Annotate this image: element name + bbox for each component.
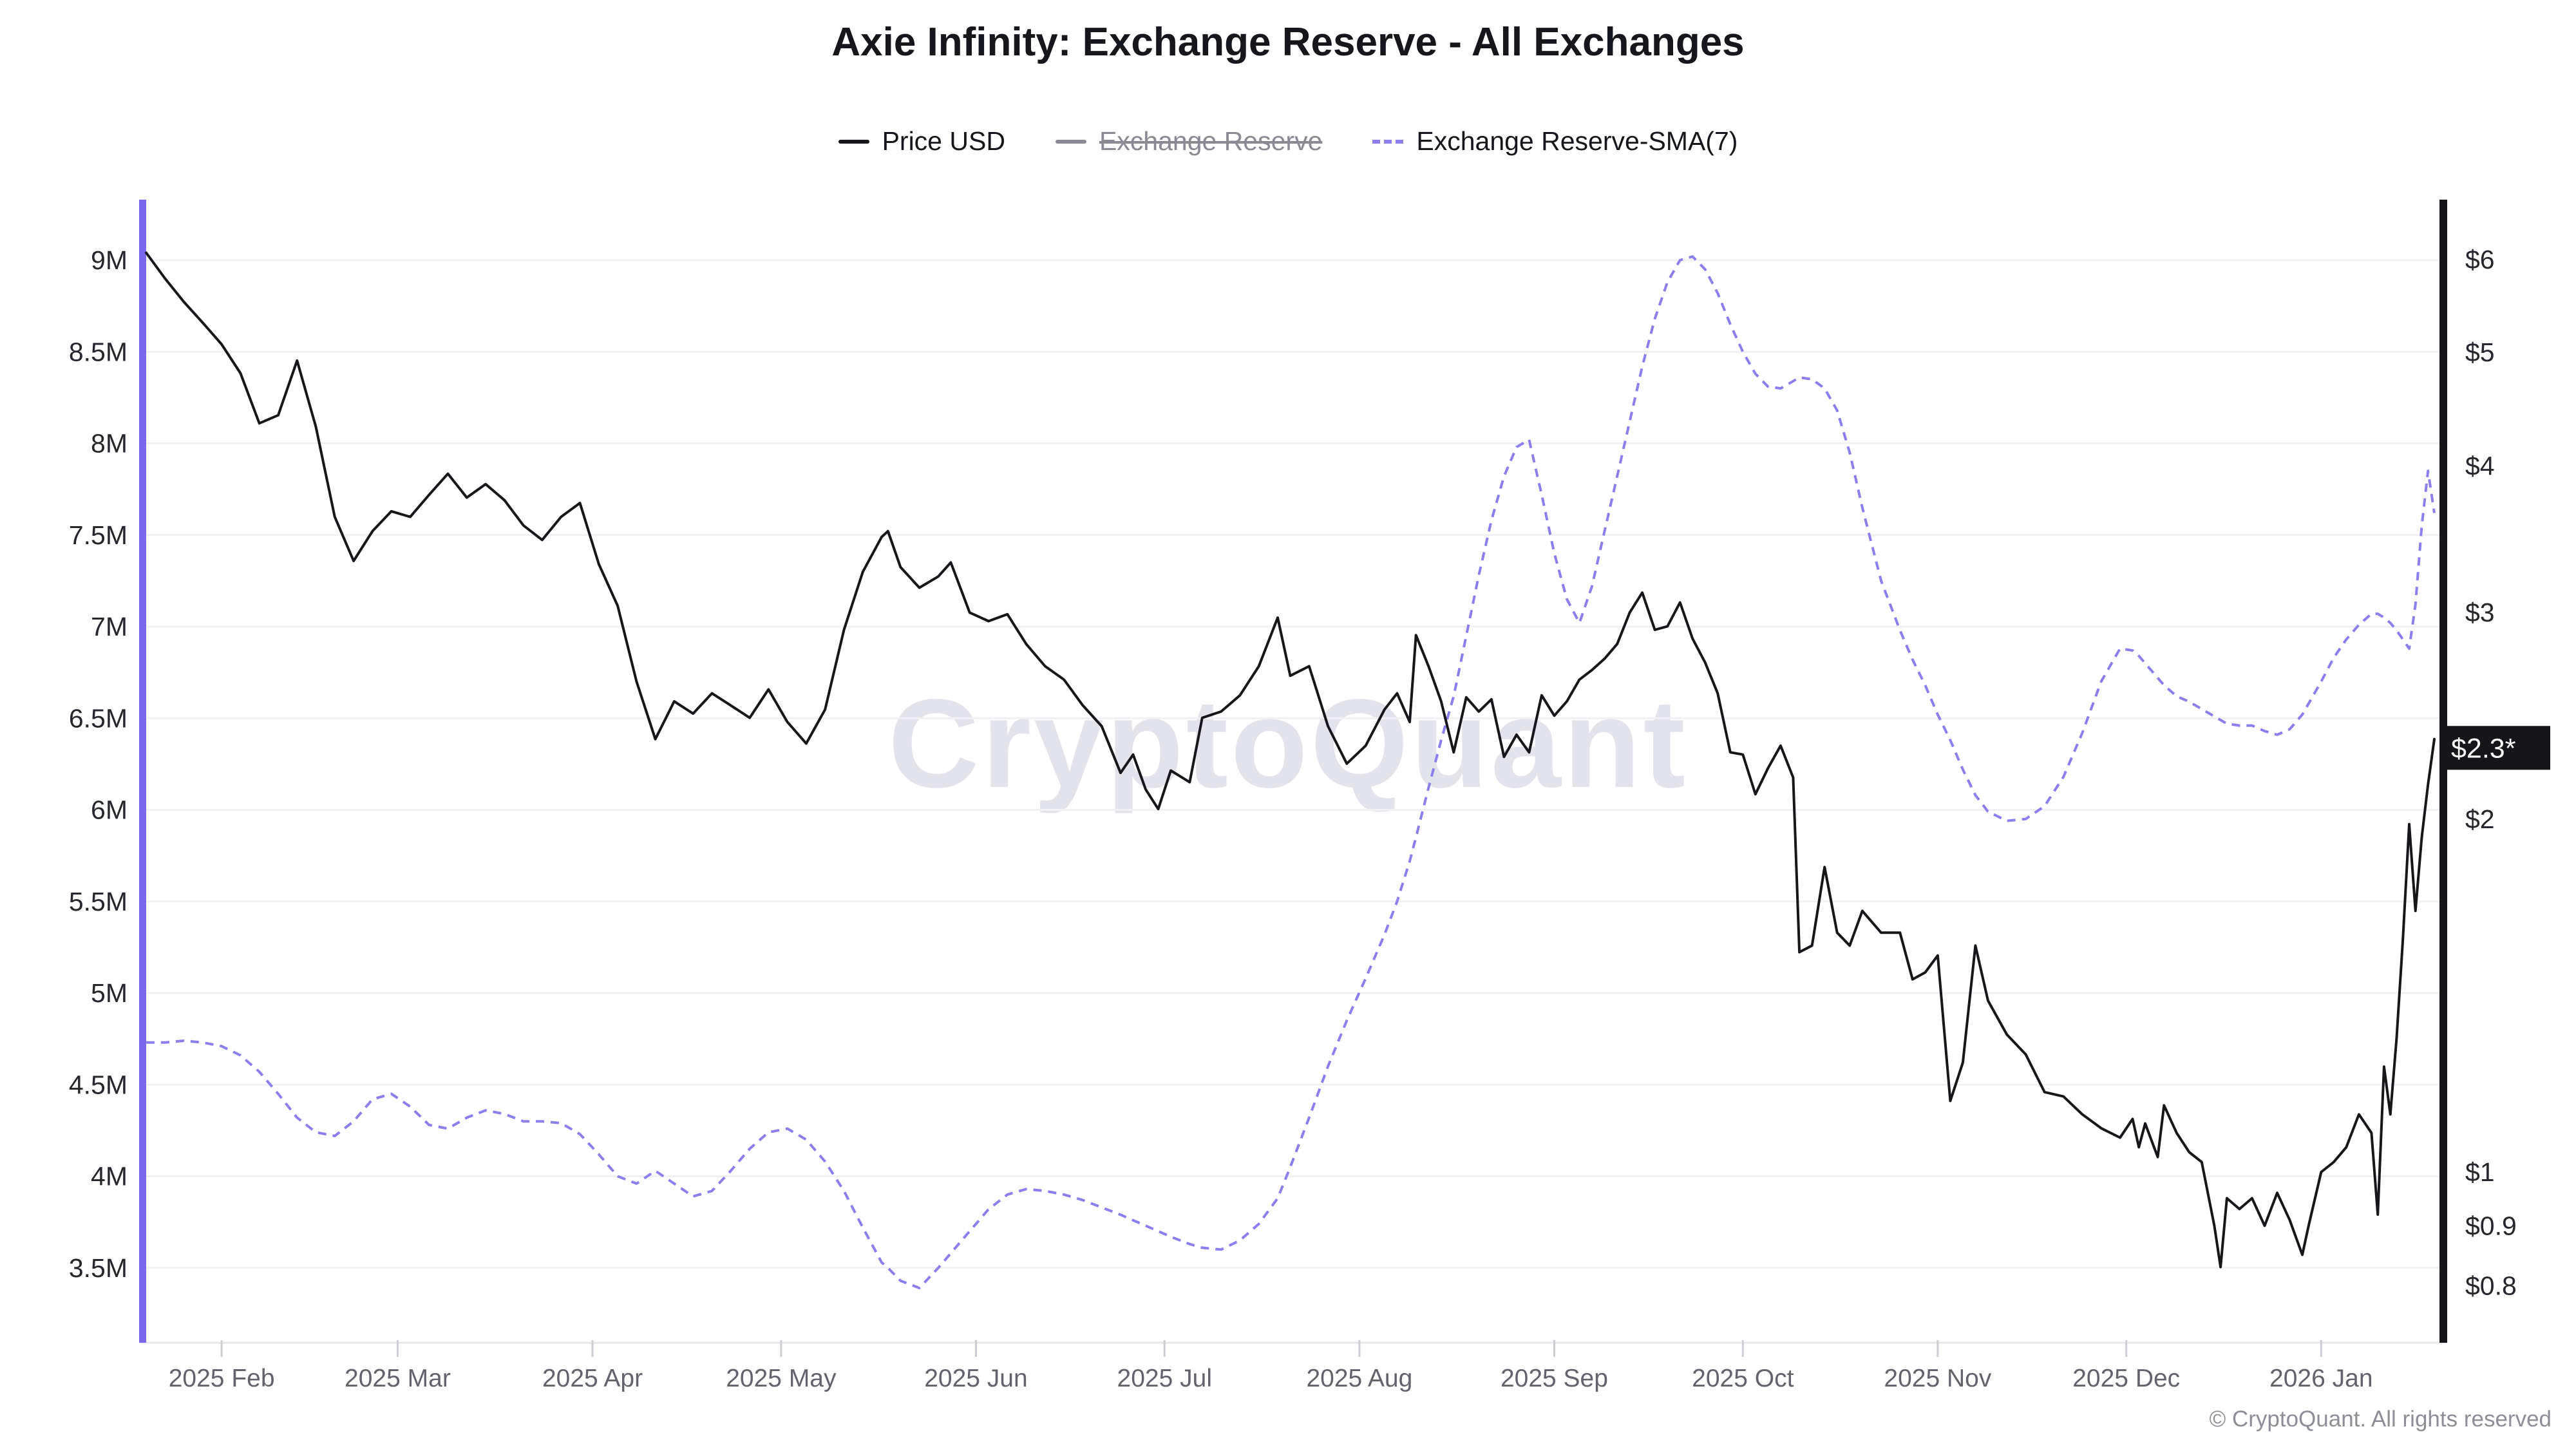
right-axis-tick-label: $0.8 xyxy=(2465,1271,2517,1300)
left-axis-tick-label: 4M xyxy=(91,1162,128,1191)
exchange-reserve-legend-marker xyxy=(1055,139,1086,144)
right-axis-tick-label: $1 xyxy=(2465,1157,2495,1187)
legend-item-exchange-reserve-sma[interactable]: Exchange Reserve-SMA(7) xyxy=(1372,126,1738,156)
right-axis-tick-label: $3 xyxy=(2465,598,2495,627)
right-axis-bar xyxy=(2439,200,2447,1343)
right-axis-tick-label: $2 xyxy=(2465,804,2495,834)
legend-item-label: Exchange Reserve-SMA(7) xyxy=(1416,126,1738,156)
legend-item-exchange-reserve[interactable]: Exchange Reserve xyxy=(1055,126,1323,156)
left-axis-tick-label: 6M xyxy=(91,795,128,825)
legend-item-price-usd[interactable]: Price USD xyxy=(838,126,1005,156)
x-axis-tick-label: 2025 Dec xyxy=(2072,1365,2180,1392)
left-axis-tick-label: 8M xyxy=(91,429,128,459)
left-axis-tick-label: 7.5M xyxy=(69,520,128,550)
price-usd-legend-marker xyxy=(838,139,869,144)
x-axis-tick-label: 2025 Jun xyxy=(924,1365,1027,1392)
legend-item-label: Exchange Reserve xyxy=(1099,126,1323,156)
right-axis-tick-label: $0.9 xyxy=(2465,1211,2517,1240)
x-axis-tick-label: 2025 May xyxy=(726,1365,837,1392)
x-axis-tick-label: 2025 Mar xyxy=(345,1365,451,1392)
left-axis-tick-label: 8.5M xyxy=(69,337,128,366)
plot-area[interactable] xyxy=(146,200,2434,1343)
x-axis-tick-label: 2025 Sep xyxy=(1501,1365,1608,1392)
current-price-badge-label: $2.3* xyxy=(2451,733,2516,764)
x-axis-tick-label: 2026 Jan xyxy=(2269,1365,2372,1392)
x-axis-tick-label: 2025 Oct xyxy=(1692,1365,1794,1392)
legend: Price USD Exchange Reserve Exchange Rese… xyxy=(0,126,2576,156)
x-axis-tick-label: 2025 Feb xyxy=(169,1365,275,1392)
x-axis-tick-label: 2025 Jul xyxy=(1117,1365,1212,1392)
left-axis-tick-label: 5.5M xyxy=(69,887,128,916)
chart-title: Axie Infinity: Exchange Reserve - All Ex… xyxy=(831,20,1745,64)
right-axis-tick-label: $5 xyxy=(2465,337,2495,367)
left-axis-bar xyxy=(139,200,146,1343)
exchange-reserve-sma-line[interactable] xyxy=(146,255,2436,1289)
exchange-reserve-sma-legend-marker xyxy=(1372,139,1404,144)
x-axis-tick-label: 2025 Aug xyxy=(1306,1365,1412,1392)
left-axis-tick-label: 7M xyxy=(91,612,128,641)
left-axis-tick-label: 6.5M xyxy=(69,703,128,733)
right-axis-tick-label: $4 xyxy=(2465,451,2495,481)
left-axis-tick-label: 5M xyxy=(91,978,128,1008)
price-usd-line[interactable] xyxy=(145,251,2436,1269)
current-price-badge xyxy=(2439,726,2550,770)
copyright-text: © CryptoQuant. All rights reserved xyxy=(2209,1406,2552,1432)
left-axis-tick-label: 4.5M xyxy=(69,1070,128,1099)
left-axis-tick-label: 3.5M xyxy=(69,1253,128,1283)
x-axis-tick-label: 2025 Nov xyxy=(1884,1365,1991,1392)
x-axis-tick-label: 2025 Apr xyxy=(542,1365,643,1392)
left-axis-tick-label: 9M xyxy=(91,245,128,275)
right-axis-tick-label: $6 xyxy=(2465,245,2495,274)
legend-item-label: Price USD xyxy=(882,126,1005,156)
